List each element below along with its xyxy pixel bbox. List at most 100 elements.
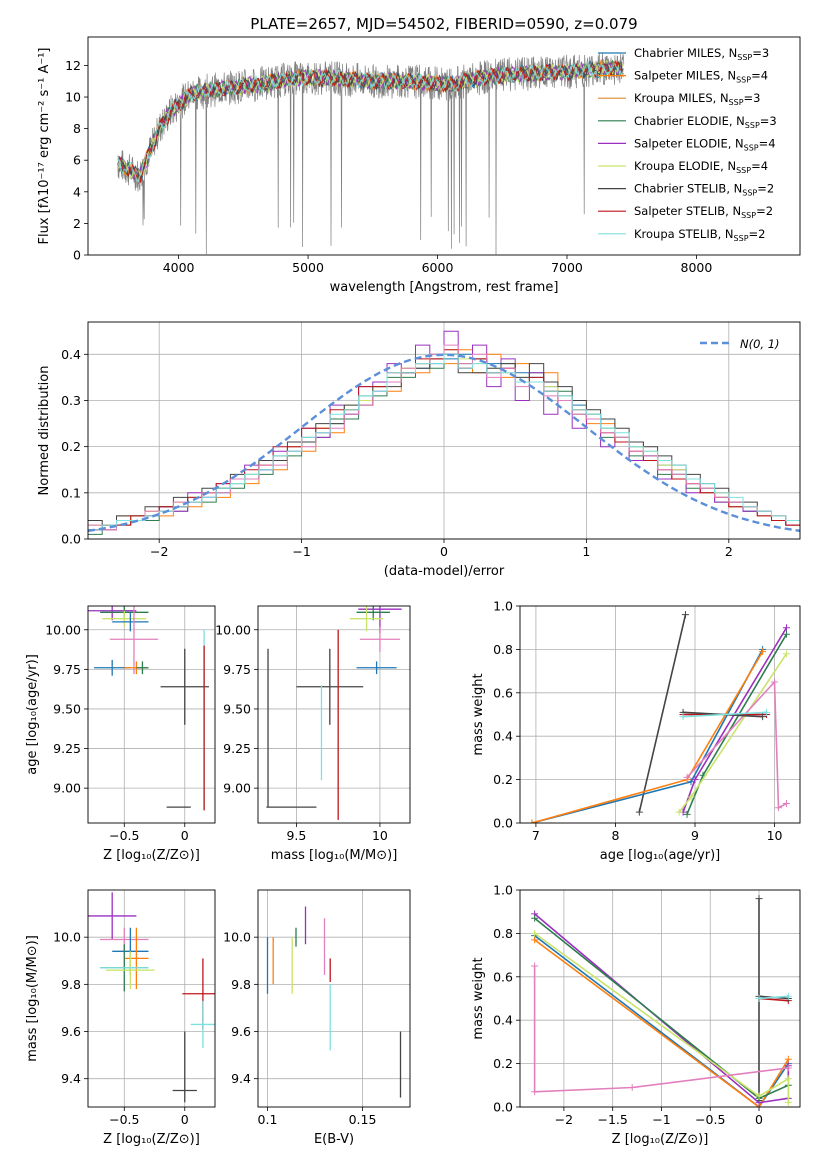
gaussian-reference-curve [88, 353, 800, 533]
errorbar-point [356, 606, 390, 621]
mass-weight-marker [628, 1083, 636, 1091]
mass-weight-marker [782, 624, 790, 632]
errorbar-point [88, 606, 137, 621]
mass-weight-marker [784, 1064, 792, 1072]
mass-weight-marker [759, 648, 767, 656]
x-tick-label: 8000 [681, 260, 713, 275]
mass-weight-line [533, 966, 789, 1093]
y-tick-label: 10.0 [223, 930, 251, 945]
mass-weight-marker [691, 776, 699, 784]
y-tick-label: 0 [73, 248, 81, 263]
y-tick-label: 10.0 [53, 930, 81, 945]
x-axis-label: mass [log₁₀(M/M⊙)] [271, 848, 398, 863]
spectrum-frame [87, 36, 801, 256]
mass-weight-marker [531, 962, 539, 970]
mass-weight-marker [531, 1088, 539, 1096]
mass-weight-marker [759, 713, 767, 721]
mass-weight-marker [782, 650, 790, 658]
mass-vs-EBV-frame [257, 889, 411, 1108]
errorbar-point [356, 661, 397, 675]
y-tick-label: 0.4 [61, 347, 81, 362]
y-tick-label: 0.8 [493, 642, 513, 657]
mass-weight-marker [531, 914, 539, 922]
plot-area [528, 611, 790, 823]
x-tick-label: 0 [181, 1112, 189, 1127]
mass-weight-marker [755, 1092, 763, 1100]
mass-weight-line [758, 995, 789, 1000]
plot-area [266, 906, 402, 1098]
y-tick-label: 2 [73, 216, 81, 231]
mass-weight-line [531, 651, 764, 823]
plot-area [88, 892, 215, 1103]
legend-label: Salpeter MILES, NSSP=4 [634, 69, 768, 85]
x-tick-label: 0 [181, 828, 189, 843]
x-tick-label: 2 [725, 544, 733, 559]
mass-weight-marker [683, 773, 691, 781]
mass-weight-marker [784, 1075, 792, 1083]
y-tick-label: 0.0 [493, 1100, 513, 1115]
x-tick-label: 7000 [551, 260, 583, 275]
weight-vs-Z-frame [519, 889, 801, 1108]
y-tick-label: 10.00 [45, 622, 81, 637]
y-tick-label: 0.0 [493, 816, 513, 831]
errorbar-point [109, 606, 159, 675]
plot-area [88, 330, 800, 535]
legend-label: Chabrier MILES, NSSP=3 [634, 46, 769, 62]
x-axis-label: E(B-V) [314, 1132, 354, 1147]
x-tick-label: 0 [440, 544, 448, 559]
mass-weight-line [683, 711, 767, 718]
mass-weight-marker [687, 793, 695, 801]
y-tick-label: 6 [73, 153, 81, 168]
errorbar-point [190, 1000, 215, 1049]
spectrum-legend: Chabrier MILES, NSSP=3 Salpeter MILES, NS… [598, 46, 777, 243]
y-tick-label: 0.0 [61, 532, 81, 547]
x-tick-label: 9.5 [286, 828, 306, 843]
mass-weight-marker [784, 992, 792, 1000]
y-tick-label: 9.6 [61, 1024, 81, 1039]
legend-label: Chabrier STELIB, NSSP=2 [634, 182, 774, 198]
residuals-frame [87, 321, 801, 540]
x-axis-label: wavelength [Angstrom, rest frame] [330, 280, 559, 295]
y-tick-label: 9.8 [61, 977, 81, 992]
errorbar-point [296, 648, 364, 725]
mass-weight-marker [683, 810, 691, 818]
plot-area [531, 895, 792, 1107]
y-axis-label: Normed distribution [37, 366, 52, 496]
y-tick-label: 9.8 [231, 977, 251, 992]
mass-weight-marker [635, 808, 643, 816]
age-vs-Z-frame [87, 605, 216, 824]
y-tick-label: 10 [65, 90, 81, 105]
panel-mass-vs-Z: −0.5 0 9.4 9.6 9.8 10.0 Z [log₁₀(Z/Z⊙)] mass [l… [25, 889, 216, 1147]
y-tick-label: 9.75 [223, 662, 251, 677]
x-tick-label: −1 [292, 544, 310, 559]
y-tick-label: 9.4 [61, 1071, 81, 1086]
x-axis-label: age [log₁₀(age/yr)] [600, 848, 721, 863]
legend-label: Salpeter ELODIE, NSSP=4 [634, 136, 776, 152]
weight-vs-age-frame [519, 605, 801, 824]
x-tick-label: −2 [150, 544, 168, 559]
mass-weight-marker [775, 804, 783, 812]
x-tick-label: 0.1 [258, 1112, 278, 1127]
errorbar-point [358, 606, 402, 633]
panel-weight-vs-Z: −2 −1.5 −1 −0.5 0 0.0 0.2 0.4 0.6 0.8 1.0 Z [log₁₀(… [471, 883, 801, 1147]
plot-area [88, 606, 209, 811]
y-axis-label: age [log₁₀(age/yr)] [25, 654, 40, 775]
mass-weight-marker [784, 1055, 792, 1063]
x-tick-label: −1 [652, 1112, 670, 1127]
x-tick-label: 0.15 [349, 1112, 377, 1127]
x-tick-label: 5000 [292, 260, 324, 275]
panel-mass-vs-EBV: 0.1 0.15 9.4 9.6 9.8 10.0 E(B-V) [223, 889, 411, 1147]
x-tick-label: 8 [611, 828, 619, 843]
mass-weight-line [534, 934, 789, 1107]
errorbar-point [359, 626, 400, 652]
age-vs-mass-frame [257, 605, 411, 824]
histogram-step-line [88, 353, 800, 531]
y-tick-label: 0.8 [493, 926, 513, 941]
panel-residuals: −2 −1 0 1 2 0.0 0.1 0.2 0.3 0.4 (data-model)/error… [37, 321, 801, 579]
legend-label: Kroupa ELODIE, NSSP=4 [634, 159, 768, 175]
mass-weight-marker [755, 895, 763, 903]
y-tick-label: 0.4 [493, 729, 513, 744]
y-tick-label: 9.6 [231, 1024, 251, 1039]
y-tick-label: 10.00 [215, 622, 251, 637]
panel-weight-vs-age: 7 8 9 10 0.0 0.2 0.4 0.6 0.8 1.0 age [log₁₀(age/yr… [471, 599, 801, 863]
